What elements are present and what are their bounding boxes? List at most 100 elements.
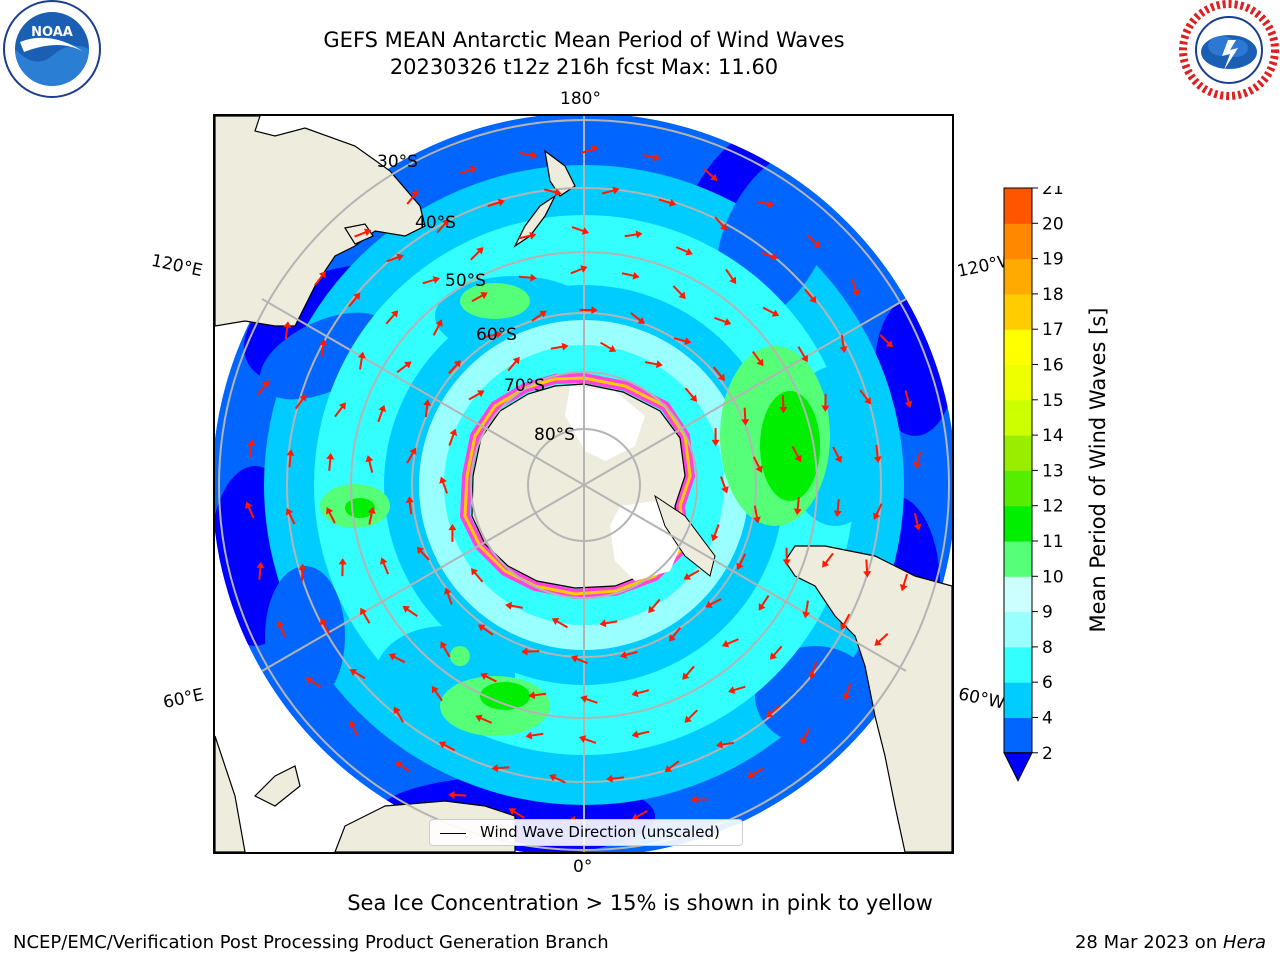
wave-arrow-head xyxy=(390,310,399,318)
wave-arrow-head xyxy=(480,672,488,680)
wave-arrow-head xyxy=(716,740,723,749)
wave-arrow-head xyxy=(809,295,817,304)
lat-label-80s: 80°S xyxy=(534,425,575,445)
wave-arrow-head xyxy=(338,558,347,565)
wave-arrow-shaft xyxy=(751,767,764,776)
wave-arrow-head xyxy=(769,652,778,660)
wave-arrow-head xyxy=(505,601,513,610)
wave-arrow-shaft xyxy=(630,312,642,322)
credit-host: Hera xyxy=(1222,932,1266,953)
wave-arrow-shaft xyxy=(459,168,473,175)
colorbar-tick-label: 11 xyxy=(1042,532,1064,552)
wave-arrow-shaft xyxy=(714,316,727,324)
wave-arrow-head xyxy=(276,620,284,629)
wave-arrow-shaft xyxy=(752,456,761,469)
sea-ice-footnote: Sea Ice Concentration > 15% is shown in … xyxy=(347,891,933,915)
wave-arrow-head xyxy=(551,618,560,625)
wave-arrow-shaft xyxy=(571,226,585,233)
wave-arrow-shaft xyxy=(804,600,809,614)
wave-arrow-head xyxy=(549,774,557,782)
colorbar-block xyxy=(1004,188,1032,224)
colorbar-label: Mean Period of Wind Waves [s] xyxy=(1086,307,1110,633)
wind-wave-arrows xyxy=(245,145,922,824)
map-legend: Wind Wave Direction (unscaled) xyxy=(429,819,743,846)
wave-arrow-head xyxy=(357,351,366,359)
wave-arrow-shaft xyxy=(533,692,547,697)
wave-arrow-shaft xyxy=(300,569,304,582)
wave-arrow-head xyxy=(606,774,613,783)
wave-arrow-head xyxy=(423,399,432,406)
wave-arrow-shaft xyxy=(473,571,484,583)
wave-arrow-head xyxy=(729,276,737,285)
wave-arrow-head xyxy=(338,402,346,410)
wave-arrow-shaft xyxy=(249,444,253,458)
wave-arrow-shaft xyxy=(879,334,890,345)
wave-arrow-head xyxy=(470,568,479,576)
wave-arrow-shaft xyxy=(642,154,656,159)
wave-arrow-head xyxy=(682,672,690,680)
wave-arrow-shaft xyxy=(904,390,910,404)
wave-arrow-head xyxy=(305,676,313,684)
wave-arrow-head xyxy=(678,291,686,299)
wave-arrow-shaft xyxy=(621,272,635,277)
wave-arrow-shaft xyxy=(836,499,840,512)
wave-arrow-shaft xyxy=(406,608,418,617)
wave-arrow-shaft xyxy=(320,344,325,357)
lon-label-60e: 60°E xyxy=(161,684,206,714)
wave-arrow-head xyxy=(530,151,538,160)
wave-arrow-head xyxy=(367,506,376,514)
wave-arrow-head xyxy=(298,563,307,571)
wave-arrow-head xyxy=(840,622,848,631)
wave-arrow-head xyxy=(261,380,269,388)
wave-arrow-head xyxy=(578,735,587,743)
wave-arrow-shaft xyxy=(865,559,869,573)
wave-arrow-head xyxy=(913,523,922,531)
colorbar-tick-label: 8 xyxy=(1042,638,1053,658)
wave-arrow-shaft xyxy=(510,604,524,609)
wave-arrow-head xyxy=(711,439,720,447)
wave-arrow-shaft xyxy=(859,389,869,401)
wave-arrow-shaft xyxy=(671,627,681,639)
land-masses xyxy=(215,116,952,852)
wave-arrow-shaft xyxy=(354,231,367,238)
wave-arrow-head xyxy=(632,271,640,280)
wave-arrow-shaft xyxy=(479,717,493,724)
wave-arrow-head xyxy=(580,695,588,703)
wave-arrow-shaft xyxy=(583,737,597,744)
wave-arrow-head xyxy=(319,338,328,346)
wave-arrow-head xyxy=(863,571,872,578)
wave-arrow-head xyxy=(444,587,452,595)
colorbar-tick-label: 16 xyxy=(1042,356,1064,376)
wave-arrow-shaft xyxy=(288,512,296,525)
chart-title: GEFS MEAN Antarctic Mean Period of Wind … xyxy=(323,28,845,52)
wave-arrow-shaft xyxy=(684,387,695,399)
wave-arrow-shaft xyxy=(393,655,406,664)
wave-arrow-head xyxy=(475,714,483,722)
wave-arrow-head xyxy=(813,240,821,248)
wave-arrow-shaft xyxy=(703,168,715,179)
lon-label-60w: 60°W xyxy=(956,684,1007,714)
credit-date-text: 28 Mar 2023 on xyxy=(1074,932,1223,953)
colorbar-block xyxy=(1004,435,1032,471)
wave-arrow-shaft xyxy=(334,406,344,418)
wave-arrow-shaft xyxy=(278,625,287,638)
wave-arrow-shaft xyxy=(636,689,650,695)
colorbar-ticks: 2 4 6 8 9 10 11 12 13 14 15 16 17 18 19 20 21 xyxy=(1032,186,1064,764)
wave-arrow-shaft xyxy=(725,268,734,281)
wave-arrow-head xyxy=(247,439,256,446)
wave-arrow-head xyxy=(612,186,620,195)
wave-arrow-head xyxy=(741,419,750,426)
wave-arrow-head xyxy=(448,790,455,799)
wave-arrow-head xyxy=(755,465,763,473)
wave-arrow-shaft xyxy=(611,776,625,780)
wave-arrow-shaft xyxy=(902,573,909,587)
wave-arrow-shaft xyxy=(398,763,411,773)
wave-arrow-shaft xyxy=(441,481,449,494)
wave-arrow-head xyxy=(405,496,414,503)
polar-map: 30°S 40°S 50°S 60°S 70°S 80°S Wind Wave … xyxy=(213,114,954,854)
wave-arrow-head xyxy=(753,516,761,524)
wave-arrow-shaft xyxy=(328,511,336,524)
wave-arrow-shaft xyxy=(442,645,451,658)
colorbar-block xyxy=(1004,364,1032,401)
wave-arrow-shaft xyxy=(752,351,762,363)
